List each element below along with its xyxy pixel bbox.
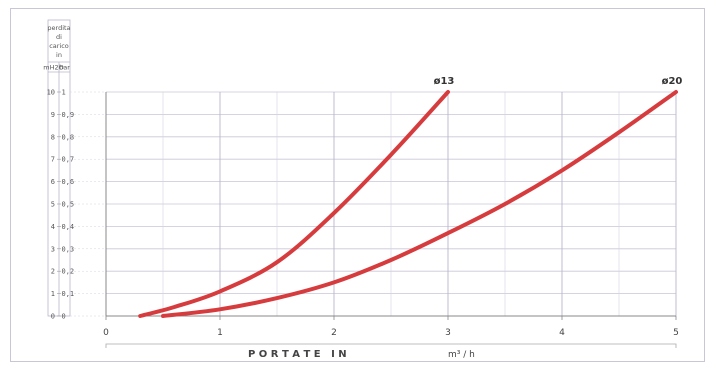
y-label-line-3: carico xyxy=(49,42,69,50)
y-tick-m: 2 xyxy=(51,268,55,276)
y-label-line-1: perdita xyxy=(47,24,70,32)
x-tick-label: 1 xyxy=(217,328,223,338)
y-tick-m: 10 xyxy=(47,89,55,97)
y-tick-m: 4 xyxy=(51,223,55,231)
x-tick-label: 2 xyxy=(331,328,337,338)
y-tick-bar: 0,2 xyxy=(62,268,75,276)
y-tick-bar: 0,6 xyxy=(62,178,75,186)
y-tick-bar: 0,9 xyxy=(62,111,75,119)
y-tick-bar: 0 xyxy=(62,313,66,321)
series-label-1: ø20 xyxy=(662,76,683,87)
x-axis-label: P O R T A T E I N xyxy=(248,349,347,360)
y-tick-bar: 0,3 xyxy=(62,245,75,253)
series-lines xyxy=(138,90,678,318)
series-line-0 xyxy=(138,90,450,318)
y-tick-bar: 0,5 xyxy=(62,201,75,209)
y-tick-m: 0 xyxy=(51,313,55,321)
y-unit-bar: bar xyxy=(59,64,70,72)
y-tick-m: 9 xyxy=(51,111,55,119)
y-tick-bar: 0,4 xyxy=(62,223,75,231)
y-tick-m: 7 xyxy=(51,156,55,164)
y-tick-bar: 1 xyxy=(62,89,66,97)
y-label-line-4: in xyxy=(56,51,62,59)
x-tick-label: 4 xyxy=(559,328,565,338)
y-tick-bar: 0,1 xyxy=(62,290,75,298)
x-axis-unit: m³ / h xyxy=(448,350,475,360)
y-unit-m: mH2O xyxy=(43,64,63,72)
y-tick-m: 6 xyxy=(51,178,55,186)
y-tick-m: 8 xyxy=(51,133,55,141)
x-ticks: 0 1 2 3 4 5 xyxy=(103,316,679,338)
chart-frame xyxy=(10,8,705,362)
y-label-line-2: di xyxy=(56,33,62,41)
x-tick-label: 3 xyxy=(445,328,451,338)
x-axis-bracket xyxy=(105,343,677,348)
grid xyxy=(105,91,677,317)
series-label-0: ø13 xyxy=(434,76,455,87)
y-ticks: 0 0 1 0,1 2 0,2 3 0,3 4 0,4 5 0,5 6 0,6 7 0,7 8 0,8 9 0,9 10… xyxy=(47,89,106,321)
series-line-1 xyxy=(161,90,678,318)
x-tick-label: 5 xyxy=(673,328,679,338)
y-tick-m: 5 xyxy=(51,201,55,209)
y-tick-bar: 0,7 xyxy=(62,156,75,164)
x-tick-label: 0 xyxy=(103,328,109,338)
y-tick-m: 1 xyxy=(51,290,55,298)
series-labels: ø13 ø20 xyxy=(434,76,683,87)
y-tick-m: 3 xyxy=(51,245,55,253)
y-tick-bar: 0,8 xyxy=(62,133,75,141)
